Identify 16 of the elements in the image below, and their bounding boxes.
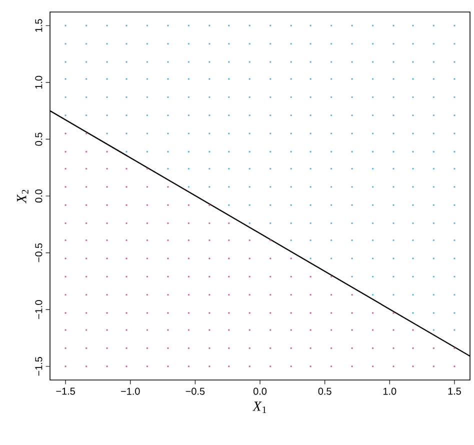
- y-tick-label: 0.0: [35, 189, 42, 203]
- y-tick-label: 1.0: [35, 76, 42, 89]
- x-tick-label: −1.0: [121, 388, 140, 395]
- y-tick-label: −1.5: [35, 356, 42, 376]
- y-tick-label: −1.0: [35, 300, 42, 319]
- y-axis-title: X$_{2}$: [17, 190, 28, 204]
- x-tick-label: −1.5: [56, 388, 75, 395]
- x-tick-label: −0.5: [186, 388, 205, 395]
- x-axis-title: X$_{1}$: [252, 402, 266, 413]
- x-tick-label: 1.0: [383, 388, 396, 395]
- y-tick-label: 0.5: [35, 132, 42, 146]
- y-tick-label: −0.5: [35, 243, 42, 262]
- y-tick-label: 1.5: [35, 19, 42, 32]
- x-tick-label: 0.5: [318, 388, 332, 395]
- x-tick-label: 0.0: [253, 388, 267, 395]
- x-tick-label: 1.5: [448, 388, 461, 395]
